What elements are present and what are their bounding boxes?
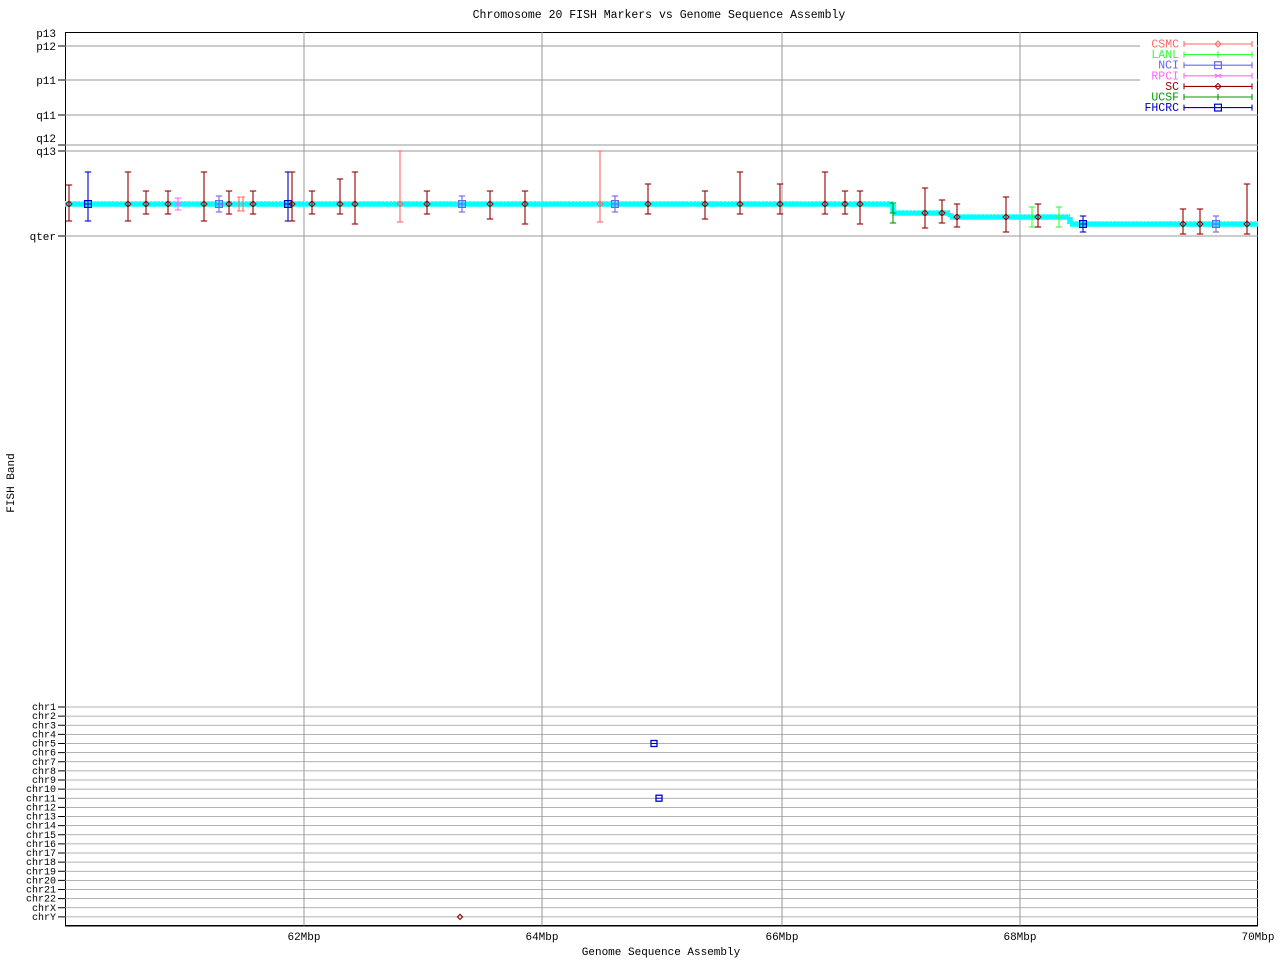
svg-text:qter: qter — [30, 232, 56, 244]
svg-text:q13: q13 — [36, 147, 56, 159]
svg-text:70Mbp: 70Mbp — [1241, 932, 1274, 944]
svg-text:FHCRC: FHCRC — [1144, 102, 1179, 115]
svg-text:FISH Band: FISH Band — [6, 453, 18, 512]
svg-text:p11: p11 — [36, 76, 56, 88]
svg-text:q11: q11 — [36, 111, 56, 123]
svg-text:q12: q12 — [36, 134, 56, 146]
svg-text:p13: p13 — [36, 29, 56, 41]
svg-text:64Mbp: 64Mbp — [525, 932, 558, 944]
svg-text:Chromosome 20 FISH Markers vs: Chromosome 20 FISH Markers vs Genome Seq… — [473, 9, 846, 22]
svg-text:66Mbp: 66Mbp — [765, 932, 798, 944]
svg-text:Genome Sequence Assembly: Genome Sequence Assembly — [582, 947, 741, 959]
svg-text:p12: p12 — [36, 42, 56, 54]
svg-text:62Mbp: 62Mbp — [287, 932, 320, 944]
svg-text:68Mbp: 68Mbp — [1003, 932, 1036, 944]
svg-text:chrY: chrY — [32, 912, 56, 924]
